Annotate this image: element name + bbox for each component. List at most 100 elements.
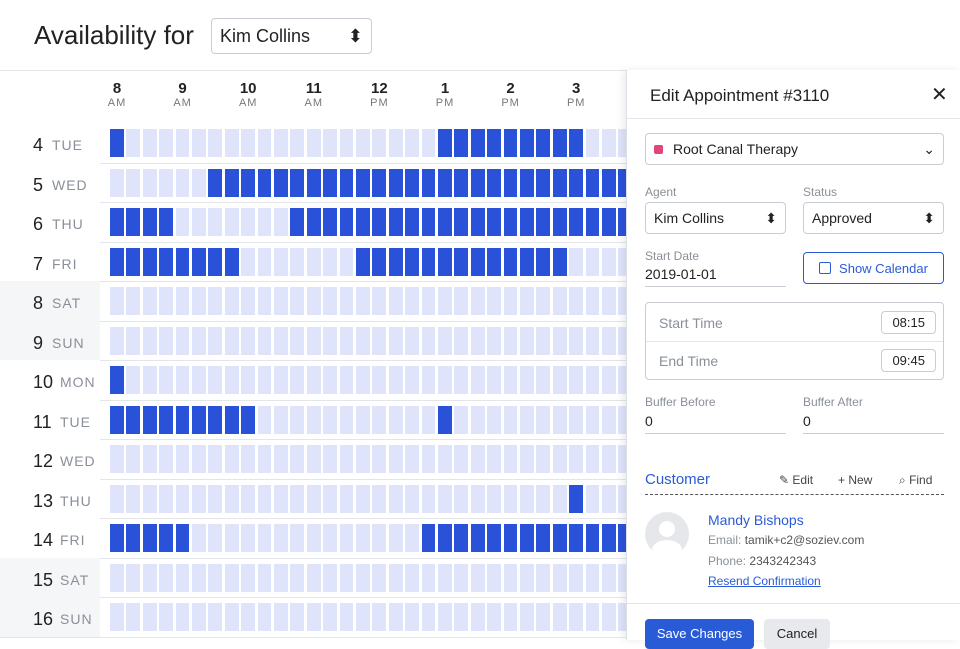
start-date[interactable]: 2019-01-01: [645, 266, 786, 287]
slot: [175, 484, 190, 513]
weekday: SAT: [52, 295, 82, 311]
customer-label: Customer: [645, 471, 711, 488]
slot: [175, 208, 190, 236]
end-time[interactable]: 09:45: [881, 349, 936, 372]
slot: [552, 208, 567, 236]
buffer-after[interactable]: 0: [803, 413, 944, 434]
start-time[interactable]: 08:15: [881, 311, 936, 334]
slot: [536, 326, 551, 355]
phone-row: Phone: 2343242343: [708, 554, 816, 568]
slot: [290, 366, 305, 394]
slot: [224, 129, 239, 157]
find-link[interactable]: ⌕ Find: [899, 473, 933, 487]
slot: [290, 405, 305, 434]
slot: [388, 366, 403, 394]
slot: [274, 168, 288, 197]
agent: Kim Collins: [654, 210, 725, 226]
slot: [536, 247, 551, 276]
slot: [388, 603, 403, 631]
slot: [257, 287, 272, 315]
slot: [323, 405, 338, 434]
slot: [569, 326, 584, 355]
slot: [126, 524, 141, 552]
slot: [224, 287, 239, 315]
period-label: PM: [370, 97, 389, 109]
slot: [306, 603, 321, 631]
slot: [224, 563, 239, 592]
slot: [421, 287, 436, 315]
slot: [208, 484, 223, 513]
slot: [208, 326, 223, 355]
divider: [627, 603, 960, 604]
customer-name[interactable]: Mandy Bishops: [708, 512, 804, 528]
agent-select[interactable]: Kim Collins ⬍: [211, 18, 372, 54]
day-number: 6: [33, 214, 44, 234]
status-label: Status: [803, 185, 838, 199]
slot: [487, 208, 502, 236]
close-button[interactable]: ✕: [931, 84, 948, 106]
resend-link[interactable]: Resend Confirmation: [708, 574, 821, 588]
slot: [602, 484, 616, 513]
slot: [388, 287, 403, 315]
slot: [454, 445, 469, 473]
slot: [421, 524, 436, 552]
agent-select[interactable]: Kim Collins ⬍: [645, 202, 786, 234]
hour-label: 12: [371, 80, 388, 97]
slot: [142, 168, 157, 197]
slot: [421, 563, 436, 592]
show-calendar-button[interactable]: Show Calendar: [803, 252, 944, 284]
slot: [470, 405, 485, 434]
weekday: MON: [60, 374, 96, 390]
slot: [257, 168, 272, 197]
slot: [602, 287, 616, 315]
slot: [175, 563, 190, 592]
slot: [241, 484, 256, 513]
slot: [487, 484, 502, 513]
slot: [585, 563, 600, 592]
slot: [306, 563, 321, 592]
row-bg: [0, 320, 100, 360]
title: Availability for: [34, 20, 194, 50]
slot: [306, 366, 321, 394]
slot: [520, 326, 534, 355]
email-row: Email: tamik+c2@soziev.com: [708, 533, 864, 547]
slot: [192, 445, 206, 473]
day-number: 5: [33, 174, 44, 195]
slot: [274, 366, 288, 394]
buffer-before[interactable]: 0: [645, 413, 786, 434]
slot: [487, 524, 502, 552]
slot: [290, 445, 305, 473]
cancel-button[interactable]: Cancel: [764, 619, 830, 649]
slot: [175, 524, 190, 552]
status-select[interactable]: Approved ⬍: [803, 202, 944, 234]
slot: [257, 603, 272, 631]
slot: [552, 326, 567, 355]
slot: [520, 129, 534, 157]
slot: [470, 484, 485, 513]
slot: [241, 524, 256, 552]
row-bg: [0, 399, 100, 439]
service-select[interactable]: Root Canal Therapy ⌄: [645, 133, 944, 165]
weekday: SAT: [60, 571, 90, 588]
slot: [356, 168, 370, 197]
slot: [208, 208, 223, 236]
edit-link[interactable]: ✎ Edit: [779, 473, 814, 487]
new-link[interactable]: + New: [838, 473, 873, 487]
slot: [159, 168, 174, 197]
slot: [356, 603, 370, 631]
save-button[interactable]: Save Changes: [645, 619, 754, 649]
hour-label: 1: [440, 80, 450, 97]
slot: [208, 168, 223, 197]
slot: [159, 326, 174, 355]
slot: [552, 366, 567, 394]
slot: [585, 603, 600, 631]
row-divider: [0, 597, 626, 598]
slot: [257, 208, 272, 236]
slot: [454, 524, 469, 552]
slot: [306, 247, 321, 276]
slot: [323, 208, 338, 236]
slot: [323, 326, 338, 355]
slot: [290, 603, 305, 631]
hour-label: 10: [239, 80, 257, 97]
slot: [306, 287, 321, 315]
